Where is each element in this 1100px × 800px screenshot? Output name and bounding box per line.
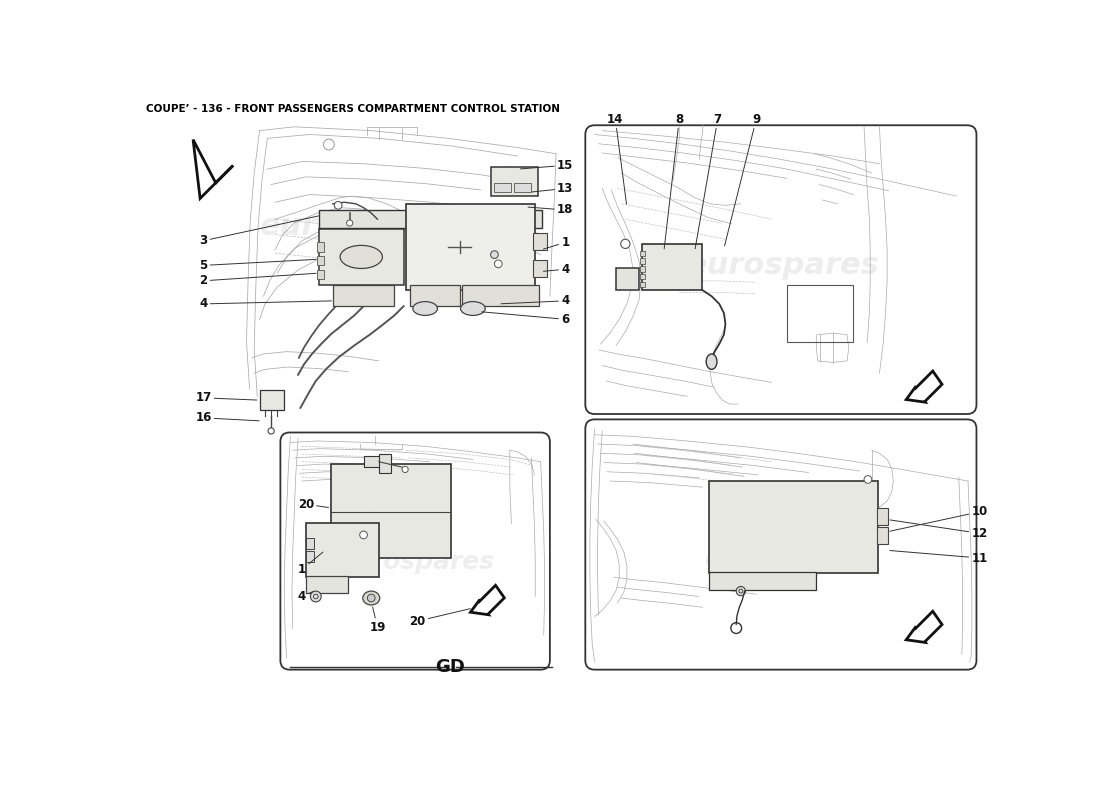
Bar bbox=[640, 266, 646, 271]
Text: 8: 8 bbox=[664, 113, 683, 249]
Polygon shape bbox=[906, 611, 942, 642]
Circle shape bbox=[310, 591, 321, 602]
Bar bbox=[363, 455, 387, 467]
Text: 2: 2 bbox=[199, 274, 316, 287]
Bar bbox=[515, 183, 531, 192]
Text: 4: 4 bbox=[298, 590, 314, 603]
Circle shape bbox=[402, 466, 408, 473]
Bar bbox=[318, 270, 323, 279]
Text: 4: 4 bbox=[502, 294, 570, 307]
Circle shape bbox=[334, 202, 342, 209]
Circle shape bbox=[360, 531, 367, 538]
Circle shape bbox=[333, 286, 340, 292]
Text: 4: 4 bbox=[543, 262, 570, 276]
Bar bbox=[640, 258, 646, 264]
Bar bbox=[642, 244, 702, 290]
Bar bbox=[462, 285, 539, 306]
Text: 18: 18 bbox=[528, 203, 573, 217]
Circle shape bbox=[865, 476, 871, 483]
Bar bbox=[640, 282, 646, 287]
Ellipse shape bbox=[363, 591, 379, 605]
Text: 4: 4 bbox=[199, 298, 331, 310]
Bar bbox=[306, 538, 313, 549]
Bar bbox=[318, 256, 323, 266]
Bar bbox=[318, 242, 323, 251]
Ellipse shape bbox=[461, 302, 485, 315]
Bar bbox=[306, 523, 378, 578]
Text: 12: 12 bbox=[890, 520, 988, 540]
Bar bbox=[491, 167, 538, 196]
Text: 1: 1 bbox=[298, 552, 323, 576]
Bar bbox=[260, 390, 284, 410]
Bar bbox=[534, 260, 547, 277]
Polygon shape bbox=[906, 371, 942, 402]
Text: eurospares: eurospares bbox=[337, 550, 494, 574]
Text: 17: 17 bbox=[196, 391, 256, 404]
Bar bbox=[319, 210, 542, 229]
FancyBboxPatch shape bbox=[280, 433, 550, 670]
Bar bbox=[640, 250, 646, 256]
Circle shape bbox=[346, 220, 353, 226]
Ellipse shape bbox=[412, 302, 438, 315]
Text: 5: 5 bbox=[199, 259, 316, 272]
Bar bbox=[319, 230, 404, 285]
Text: 3: 3 bbox=[199, 216, 319, 247]
Circle shape bbox=[268, 428, 274, 434]
Ellipse shape bbox=[706, 354, 717, 370]
Text: eurospares: eurospares bbox=[686, 251, 880, 280]
Bar bbox=[331, 464, 451, 558]
Text: 14: 14 bbox=[607, 113, 627, 204]
Text: 11: 11 bbox=[890, 550, 988, 565]
Text: eurospares: eurospares bbox=[704, 547, 862, 571]
Bar bbox=[708, 572, 816, 590]
Text: 9: 9 bbox=[725, 113, 760, 246]
Bar bbox=[877, 508, 888, 525]
Bar bbox=[640, 274, 646, 279]
Ellipse shape bbox=[340, 246, 383, 269]
Bar bbox=[306, 576, 348, 593]
Circle shape bbox=[491, 250, 498, 258]
Bar bbox=[409, 285, 460, 306]
Bar bbox=[406, 204, 536, 290]
Text: 20: 20 bbox=[409, 609, 470, 628]
Bar bbox=[495, 183, 512, 192]
Text: 1: 1 bbox=[543, 236, 570, 249]
FancyBboxPatch shape bbox=[585, 419, 977, 670]
Polygon shape bbox=[471, 586, 504, 614]
Text: 7: 7 bbox=[695, 113, 722, 249]
Bar bbox=[534, 233, 547, 250]
Text: 6: 6 bbox=[482, 312, 570, 326]
Text: eurospares: eurospares bbox=[260, 212, 452, 242]
Circle shape bbox=[620, 239, 630, 249]
Text: 20: 20 bbox=[298, 498, 329, 510]
Bar bbox=[306, 551, 313, 562]
Circle shape bbox=[367, 594, 375, 602]
Text: 16: 16 bbox=[195, 411, 260, 424]
Text: 13: 13 bbox=[532, 182, 573, 195]
Circle shape bbox=[736, 586, 746, 596]
Bar bbox=[332, 285, 395, 306]
Text: GD: GD bbox=[436, 658, 465, 676]
Bar bbox=[708, 481, 878, 574]
Text: COUPE’ - 136 - FRONT PASSENGERS COMPARTMENT CONTROL STATION: COUPE’ - 136 - FRONT PASSENGERS COMPARTM… bbox=[146, 104, 560, 114]
Circle shape bbox=[495, 260, 503, 268]
Bar bbox=[788, 285, 853, 342]
Bar bbox=[877, 527, 888, 544]
Polygon shape bbox=[194, 139, 233, 198]
Text: 19: 19 bbox=[370, 607, 386, 634]
Text: 15: 15 bbox=[520, 158, 573, 172]
Bar bbox=[378, 454, 390, 474]
Bar bbox=[616, 269, 639, 290]
FancyBboxPatch shape bbox=[585, 126, 977, 414]
Text: 10: 10 bbox=[890, 506, 988, 531]
